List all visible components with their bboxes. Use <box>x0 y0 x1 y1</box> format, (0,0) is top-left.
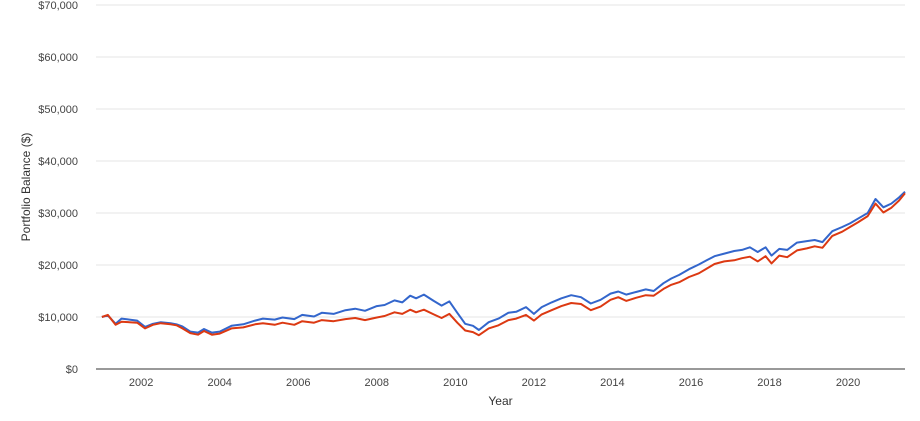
y-tick-label: $50,000 <box>38 104 78 116</box>
x-tick-label: 2004 <box>207 377 231 389</box>
series-layer <box>101 190 906 337</box>
y-tick-label: $60,000 <box>38 52 78 64</box>
y-tick-label: $20,000 <box>38 260 78 272</box>
y-tick-label: $10,000 <box>38 312 78 324</box>
x-tick-label: 2018 <box>757 377 781 389</box>
x-tick-label: 2014 <box>600 377 624 389</box>
x-tick-label: 2012 <box>522 377 546 389</box>
x-tick-label: 2002 <box>129 377 153 389</box>
y-tick-label: $0 <box>66 364 78 376</box>
x-axis-title: Year <box>488 394 512 408</box>
y-tick-label: $40,000 <box>38 156 78 168</box>
x-tick-label: 2006 <box>286 377 310 389</box>
y-axis-title: Portfolio Balance ($) <box>19 133 33 242</box>
x-tick-label: 2010 <box>443 377 467 389</box>
x-tick-label: 2020 <box>836 377 860 389</box>
x-tick-label: 2008 <box>365 377 389 389</box>
y-tick-label: $70,000 <box>38 0 78 12</box>
x-tick-label: 2016 <box>679 377 703 389</box>
series-line-2 <box>101 192 906 337</box>
y-tick-label: $30,000 <box>38 208 78 220</box>
y-axis-ticks: $0 $10,000 $20,000 $30,000 $40,000 $50,000 $60… <box>38 0 78 376</box>
series-line-1 <box>101 190 906 334</box>
grid-lines <box>96 4 905 318</box>
x-axis-ticks: 2002 2004 2006 2008 2010 2012 2014 2016 2018 2020 <box>129 377 860 389</box>
